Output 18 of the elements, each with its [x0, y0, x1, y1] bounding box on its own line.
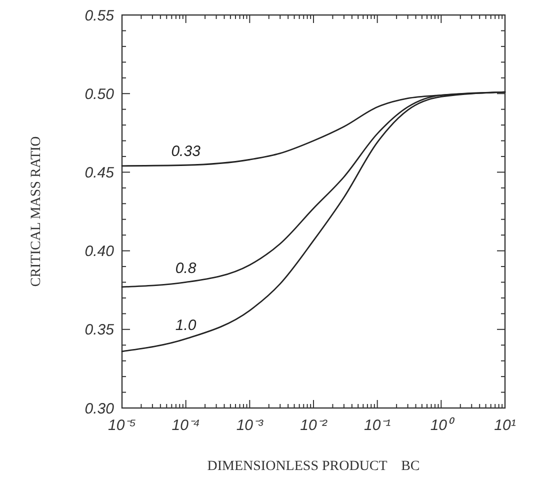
y-axis-title: CRITICAL MASS RATIO: [29, 136, 44, 287]
x-tick-label: 10⁻³: [236, 417, 264, 434]
y-tick-label: 0.50: [84, 86, 115, 103]
x-tick-label: 10⁻⁴: [172, 417, 200, 434]
y-tick-label: 0.30: [84, 400, 115, 418]
x-tick-label: 10⁻¹: [364, 417, 391, 434]
series-label: 1.0: [175, 316, 197, 334]
x-tick-label: 10⁻⁵: [108, 417, 136, 434]
x-axis-title: DIMENSIONLESS PRODUCT BC: [207, 459, 420, 474]
series-label: 0.8: [175, 260, 197, 278]
x-tick-label: 10⁰: [430, 417, 456, 434]
x-tick-label: 10¹: [494, 417, 516, 434]
y-tick-label: 0.55: [84, 7, 115, 24]
series-label: 0.33: [171, 143, 202, 160]
y-tick-label: 0.35: [84, 322, 115, 339]
x-tick-label: 10⁻²: [300, 417, 328, 434]
y-tick-label: 0.40: [84, 243, 115, 260]
y-tick-label: 0.45: [84, 164, 115, 182]
